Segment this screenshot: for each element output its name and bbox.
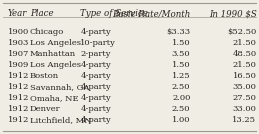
Text: 1912: 1912	[8, 94, 29, 102]
Text: 4-party: 4-party	[80, 105, 111, 113]
Text: 2.50: 2.50	[172, 83, 190, 91]
Text: 4-party: 4-party	[80, 72, 111, 80]
Text: 1912: 1912	[8, 83, 29, 91]
Text: 1.00: 1.00	[172, 116, 190, 124]
Text: 1.25: 1.25	[172, 72, 190, 80]
Text: Litchfield, MN: Litchfield, MN	[30, 116, 91, 124]
Text: In 1990 $S: In 1990 $S	[209, 9, 256, 18]
Text: Boston: Boston	[30, 72, 59, 80]
Text: 33.00: 33.00	[233, 105, 256, 113]
Text: 10-party: 10-party	[80, 39, 116, 47]
Text: 27.50: 27.50	[233, 94, 256, 102]
Text: 3.50: 3.50	[172, 50, 190, 58]
Text: 1.50: 1.50	[172, 39, 190, 47]
Text: Basic Rate/Month: Basic Rate/Month	[112, 9, 190, 18]
Text: Savannah, GA: Savannah, GA	[30, 83, 89, 91]
Text: Los Angeles: Los Angeles	[30, 39, 81, 47]
Text: Year: Year	[8, 9, 27, 18]
Text: Omaha, NE: Omaha, NE	[30, 94, 78, 102]
Text: 2.00: 2.00	[172, 94, 190, 102]
Text: 4-party: 4-party	[80, 94, 111, 102]
Text: 2.50: 2.50	[172, 105, 190, 113]
Text: 1912: 1912	[8, 72, 29, 80]
Text: 1.50: 1.50	[172, 61, 190, 69]
Text: 4-party: 4-party	[80, 116, 111, 124]
Text: 35.00: 35.00	[233, 83, 256, 91]
Text: Los Angeles: Los Angeles	[30, 61, 81, 69]
Text: 1900: 1900	[8, 28, 29, 36]
Text: 4-party: 4-party	[80, 83, 111, 91]
Text: Manhattan: Manhattan	[30, 50, 76, 58]
Text: 1909: 1909	[8, 61, 29, 69]
Text: Type of Service: Type of Service	[80, 9, 148, 18]
Text: 21.50: 21.50	[233, 61, 256, 69]
Text: 1903: 1903	[8, 39, 29, 47]
Text: 48.50: 48.50	[232, 50, 256, 58]
Text: 2-party: 2-party	[80, 50, 111, 58]
Text: 1912: 1912	[8, 116, 29, 124]
Text: $52.50: $52.50	[227, 28, 256, 36]
Text: 4-party: 4-party	[80, 28, 111, 36]
Text: Place: Place	[30, 9, 53, 18]
Text: 1912: 1912	[8, 105, 29, 113]
Text: 21.50: 21.50	[233, 39, 256, 47]
Text: 13.25: 13.25	[232, 116, 256, 124]
Text: 16.50: 16.50	[233, 72, 256, 80]
Text: 1907: 1907	[8, 50, 29, 58]
Text: Denver: Denver	[30, 105, 60, 113]
Text: 4-party: 4-party	[80, 61, 111, 69]
Text: Chicago: Chicago	[30, 28, 64, 36]
Text: $3.33: $3.33	[166, 28, 190, 36]
